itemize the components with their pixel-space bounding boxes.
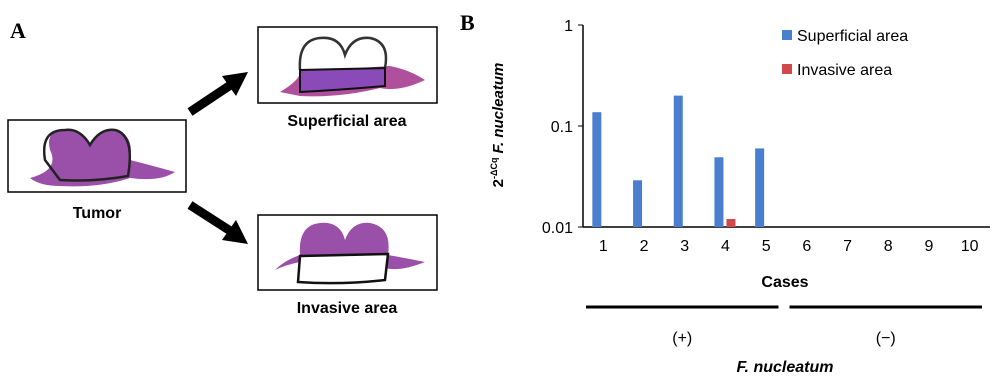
- group-title: F. nucleatum: [737, 359, 834, 375]
- arrow: [190, 72, 248, 244]
- x-tick-label: 8: [884, 238, 893, 255]
- x-tick-label: 2: [640, 238, 649, 255]
- y-axis-label: 2-ΔCq F. nucleatum: [489, 63, 507, 188]
- diagram-label: Superficial area: [287, 113, 406, 130]
- x-tick-label: 7: [843, 238, 852, 255]
- y-tick-label: 1: [564, 18, 573, 35]
- invasive-image: [258, 215, 437, 290]
- bar: [592, 112, 601, 227]
- diagram-label: Invasive area: [297, 300, 398, 317]
- x-tick-label: 9: [924, 238, 933, 255]
- bar: [755, 148, 764, 227]
- bar: [726, 219, 735, 227]
- y-label-name: F. nucleatum: [490, 63, 507, 154]
- x-tick-label: 4: [721, 238, 730, 255]
- y-label-exponent: -ΔCq: [489, 158, 499, 179]
- legend-label: Invasive area: [797, 62, 892, 79]
- diagram-label: Tumor: [73, 205, 122, 222]
- panel-label: B: [460, 10, 475, 35]
- bar: [633, 180, 642, 227]
- x-tick-label: 3: [680, 238, 689, 255]
- bar: [714, 157, 723, 227]
- x-tick-label: 6: [802, 238, 811, 255]
- tumor-image: [8, 120, 186, 192]
- figure: A B Tumor Superficial area Invasive area…: [0, 0, 1001, 375]
- superficial-image: [258, 27, 437, 103]
- legend-label: Superficial area: [797, 28, 908, 45]
- legend-swatch: [782, 30, 792, 40]
- legend-swatch: [782, 64, 792, 74]
- x-tick-label: 10: [961, 238, 979, 255]
- group-label: (+): [672, 330, 692, 347]
- x-tick-label: 5: [762, 238, 771, 255]
- bar: [674, 96, 683, 227]
- y-tick-label: 0.1: [551, 119, 573, 136]
- panel-label: A: [10, 18, 26, 43]
- y-tick-label: 0.01: [542, 220, 573, 237]
- y-label-base: 2: [490, 179, 507, 187]
- x-tick-label: 1: [599, 238, 608, 255]
- group-label: (−): [876, 330, 896, 347]
- x-axis-label: Cases: [761, 274, 808, 291]
